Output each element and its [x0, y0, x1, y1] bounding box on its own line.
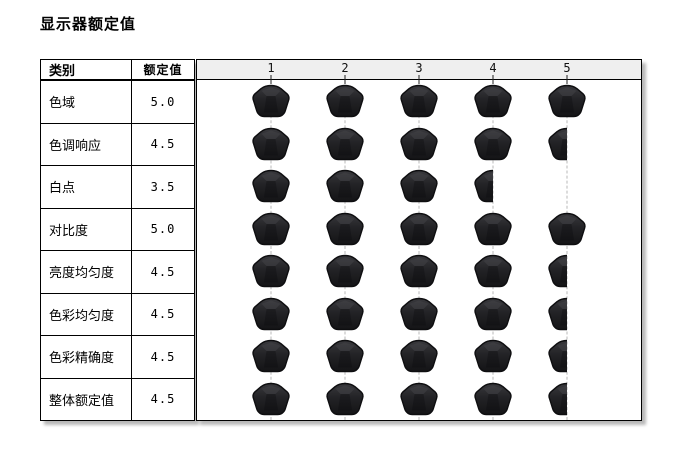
- scale-number: 2: [341, 61, 349, 75]
- gem-icon: [399, 85, 439, 118]
- gem-row: [197, 208, 641, 251]
- gem-icon: [251, 340, 291, 373]
- rating-value: 4.5: [150, 307, 176, 322]
- gem-icon: [325, 340, 365, 373]
- column-header-category: 类别: [41, 60, 132, 79]
- table-body: 色域 5.0 色调响应 4.5 白点 3.5 对比度 5.0 亮度均匀度 4.5 色彩均匀度 4.5 色…: [41, 81, 194, 420]
- scale-number: 4: [489, 61, 497, 75]
- rating-value: 4.5: [150, 264, 176, 279]
- gem-icon: [473, 382, 513, 415]
- category-label: 白点: [41, 166, 132, 208]
- gem-half-icon: [473, 170, 493, 203]
- gem-icon: [473, 297, 513, 330]
- gem-half-icon: [547, 297, 567, 330]
- gem-icon: [473, 212, 513, 245]
- column-guide-line: [418, 80, 420, 420]
- gem-row: [197, 335, 641, 378]
- gem-half-icon: [547, 255, 567, 288]
- scale-tick-mark: [492, 75, 494, 84]
- rating-value: 5.0: [150, 222, 176, 237]
- gem-icon: [399, 382, 439, 415]
- gem-icon: [399, 170, 439, 203]
- gem-icon: [325, 212, 365, 245]
- table-row: 色域 5.0: [41, 81, 194, 124]
- gem-icon: [325, 297, 365, 330]
- column-guide-line: [344, 80, 346, 420]
- gem-icon: [473, 127, 513, 160]
- page-title: 显示器额定值: [40, 16, 137, 33]
- category-label: 对比度: [41, 208, 132, 250]
- gem-icon: [251, 255, 291, 288]
- table-row: 色调响应 4.5: [41, 123, 194, 166]
- gem-icon: [251, 127, 291, 160]
- gem-row: [197, 123, 641, 166]
- gem-row: [197, 165, 641, 208]
- scale-number: 1: [267, 61, 275, 75]
- gem-row: [197, 378, 641, 421]
- column-guide-line: [492, 80, 494, 420]
- gem-icon: [325, 85, 365, 118]
- column-guide-line: [270, 80, 272, 420]
- gem-icon: [325, 170, 365, 203]
- column-guide-line: [566, 80, 568, 420]
- scale-number: 5: [563, 61, 571, 75]
- rating-value: 4.5: [150, 392, 176, 407]
- table-row: 整体额定值 4.5: [41, 378, 194, 420]
- table-row: 色彩精确度 4.5: [41, 336, 194, 379]
- gem-icon: [399, 212, 439, 245]
- table-row: 亮度均匀度 4.5: [41, 251, 194, 294]
- rating-table: 类别 额定值 色域 5.0 色调响应 4.5 白点 3.5 对比度 5.0 亮度均匀度 4.5 色彩…: [40, 59, 195, 421]
- rating-scale-header: 1 2 3 4 5: [197, 60, 641, 84]
- gem-icon: [473, 340, 513, 373]
- gem-icon: [325, 127, 365, 160]
- rating-value: 3.5: [150, 179, 176, 194]
- category-label: 色彩均匀度: [41, 293, 132, 335]
- gem-icon: [473, 85, 513, 118]
- gem-icon: [399, 297, 439, 330]
- table-row: 对比度 5.0: [41, 208, 194, 251]
- gem-icon: [251, 170, 291, 203]
- gem-icon: [251, 297, 291, 330]
- gem-icon: [399, 340, 439, 373]
- rating-value: 5.0: [150, 94, 176, 109]
- gem-icon: [547, 85, 587, 118]
- rating-value: 4.5: [150, 349, 176, 364]
- rating-value: 4.5: [150, 137, 176, 152]
- gem-half-icon: [547, 340, 567, 373]
- scale-number: 3: [415, 61, 423, 75]
- category-label: 色域: [41, 81, 132, 123]
- rating-chart-panel: 1 2 3 4 5: [196, 59, 642, 421]
- gem-icon: [251, 382, 291, 415]
- category-label: 色调响应: [41, 123, 132, 165]
- gem-icon: [325, 255, 365, 288]
- scale-tick-mark: [418, 75, 420, 84]
- gem-icon: [251, 85, 291, 118]
- gem-icon: [473, 255, 513, 288]
- table-header-row: 类别 额定值: [41, 60, 194, 81]
- gem-row: [197, 250, 641, 293]
- gem-row: [197, 293, 641, 336]
- gem-icon: [399, 255, 439, 288]
- scale-tick-mark: [270, 75, 272, 84]
- category-label: 亮度均匀度: [41, 251, 132, 293]
- column-header-rating: 额定值: [143, 63, 183, 77]
- category-label: 色彩精确度: [41, 336, 132, 378]
- gem-half-icon: [547, 382, 567, 415]
- gem-row: [197, 80, 641, 123]
- gem-icon: [399, 127, 439, 160]
- gem-icon: [325, 382, 365, 415]
- table-row: 色彩均匀度 4.5: [41, 293, 194, 336]
- gem-icon: [251, 212, 291, 245]
- scale-tick-mark: [566, 75, 568, 84]
- category-label: 整体额定值: [41, 378, 132, 420]
- gem-icon: [547, 212, 587, 245]
- gem-half-icon: [547, 127, 567, 160]
- scale-tick-mark: [344, 75, 346, 84]
- rating-gem-area: [197, 80, 641, 420]
- table-row: 白点 3.5: [41, 166, 194, 209]
